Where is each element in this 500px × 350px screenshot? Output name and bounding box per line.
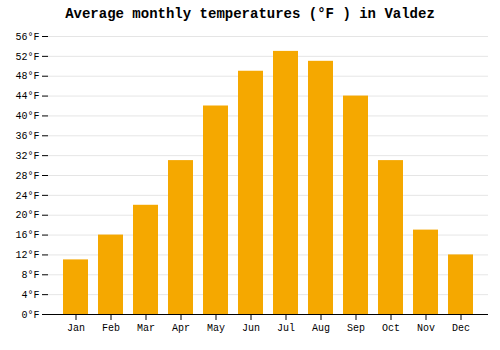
svg-text:32°F: 32°F	[15, 151, 39, 162]
svg-text:Oct: Oct	[382, 323, 400, 334]
svg-text:8°F: 8°F	[21, 270, 39, 281]
svg-text:24°F: 24°F	[15, 191, 39, 202]
svg-text:Dec: Dec	[452, 323, 470, 334]
html-text:Average monthly temperatures (: Average monthly temperatures (°F ) in Va…	[65, 6, 435, 22]
svg-text:Feb: Feb	[102, 323, 120, 334]
svg-text:12°F: 12°F	[15, 250, 39, 261]
svg-text:Nov: Nov	[417, 323, 435, 334]
svg-text:Jun: Jun	[242, 323, 260, 334]
svg-text:16°F: 16°F	[15, 230, 39, 241]
svg-text:52°F: 52°F	[15, 52, 39, 63]
svg-text:36°F: 36°F	[15, 131, 39, 142]
svg-text:56°F: 56°F	[15, 32, 39, 43]
svg-text:20°F: 20°F	[15, 210, 39, 221]
svg-text:Jul: Jul	[277, 323, 295, 334]
svg-text:48°F: 48°F	[15, 71, 39, 82]
svg-text:Aug: Aug	[312, 323, 330, 334]
svg-text:May: May	[207, 323, 225, 334]
svg-text:44°F: 44°F	[15, 91, 39, 102]
svg-text:Sep: Sep	[347, 323, 365, 334]
svg-text:Apr: Apr	[172, 323, 190, 334]
svg-text:4°F: 4°F	[21, 290, 39, 301]
svg-text:Jan: Jan	[67, 323, 85, 334]
svg-text:28°F: 28°F	[15, 171, 39, 182]
svg-text:Mar: Mar	[137, 323, 155, 334]
svg-text:40°F: 40°F	[15, 111, 39, 122]
svg-text:0°F: 0°F	[21, 310, 39, 321]
